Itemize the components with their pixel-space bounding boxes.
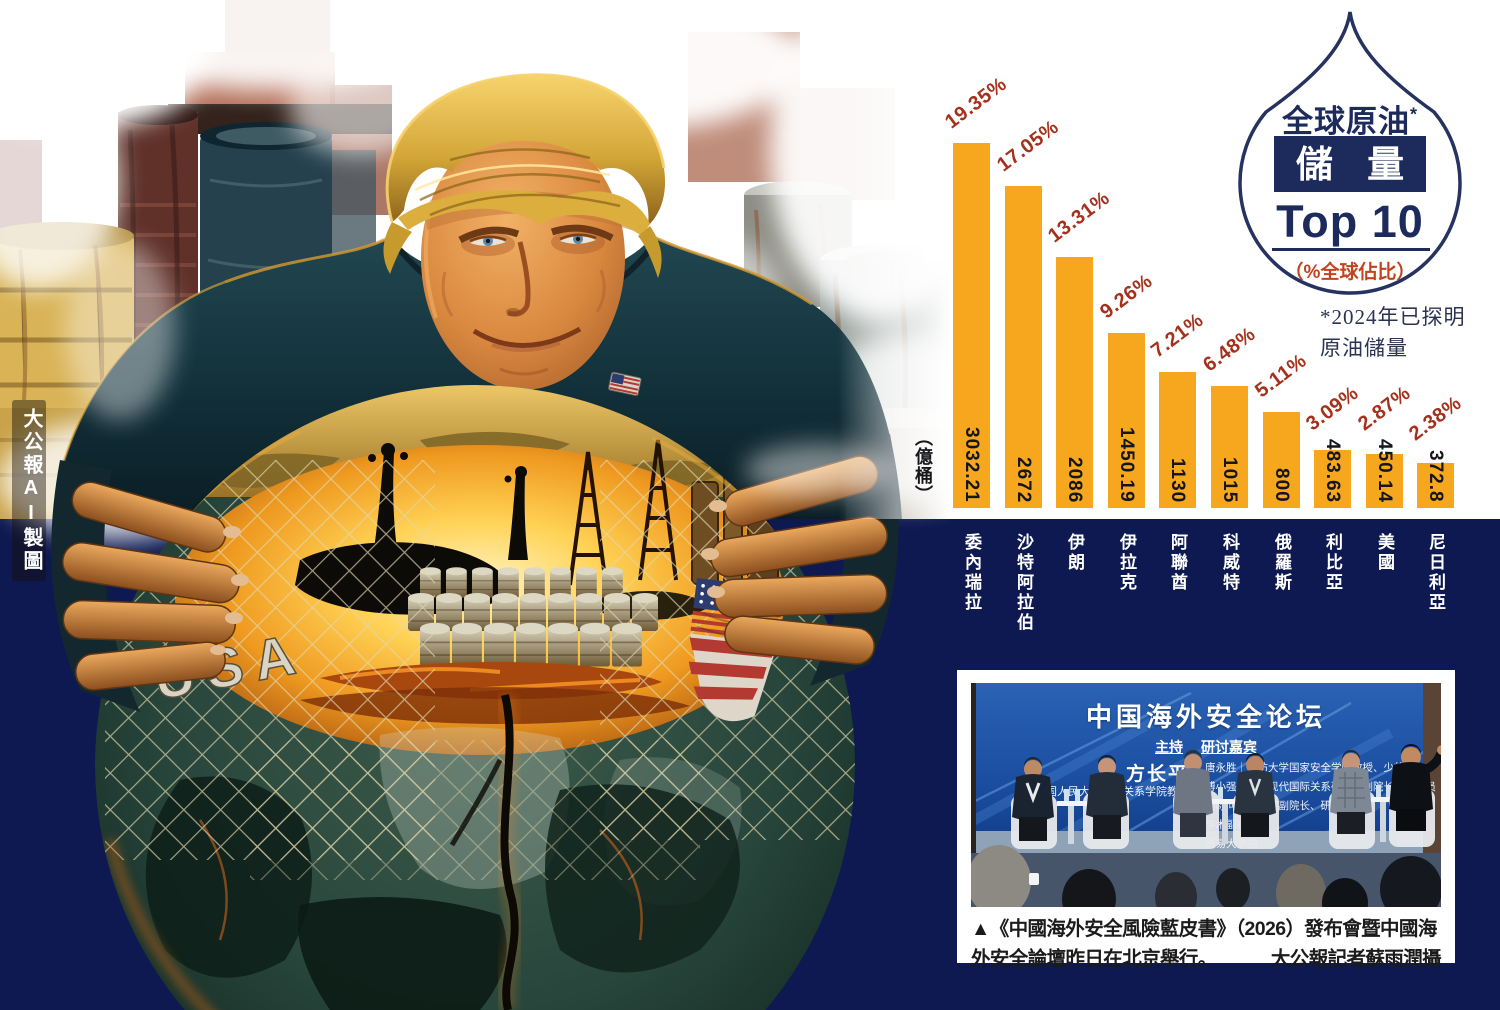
photo-people [971, 744, 1441, 907]
value-label: 1450.19 [1116, 427, 1137, 503]
reserve-bar [1366, 454, 1403, 508]
value-label: 1015 [1219, 456, 1240, 503]
percent-label: 19.35% [941, 72, 1011, 134]
forum-screen-title: 中国海外安全论坛 [1085, 702, 1326, 732]
guests-label: 研讨嘉宾 [1201, 739, 1257, 755]
reserve-bar [1108, 333, 1145, 508]
caption-photographer-credit: 大公報記者蘇雨潤攝 [1270, 948, 1442, 970]
percent-label: 17.05% [993, 115, 1063, 177]
value-label: 372.8 [1425, 450, 1446, 503]
reserve-bar [1056, 257, 1093, 508]
value-label: 800 [1271, 468, 1292, 503]
reserve-bar [953, 143, 990, 508]
reserve-bar [1159, 372, 1196, 508]
value-label: 450.14 [1374, 438, 1395, 503]
country-label: 阿聯酋 [1168, 533, 1187, 593]
value-label: 483.63 [1322, 438, 1343, 503]
badge-top10: Top 10 [1276, 196, 1424, 247]
host-label: 主持 [1155, 739, 1183, 755]
percent-label: 3.09% [1302, 381, 1363, 435]
percent-label: 13.31% [1044, 186, 1114, 248]
badge-divider [1272, 248, 1430, 251]
chart-footnote: *2024年已探明 原油儲量 [1320, 302, 1466, 364]
trump-face [421, 126, 640, 390]
title-badge-droplet: 全球原油* 儲 量 Top 10 （%全球佔比） [1237, 8, 1463, 300]
photo-caption: ▲《中國海外安全風險藍皮書》（2026）發布會暨中國海 外安全論壇昨日在北京舉行… [971, 914, 1442, 974]
reserve-bar [1005, 186, 1042, 508]
value-label: 2672 [1013, 456, 1034, 503]
country-label: 美國 [1375, 533, 1394, 573]
reserve-bar [1211, 386, 1248, 508]
value-label: 3032.21 [961, 427, 982, 503]
reserve-bar [1417, 463, 1454, 508]
country-label: 伊朗 [1065, 533, 1084, 573]
badge-title-main: 全球原油* [1237, 96, 1463, 141]
percent-label: 6.48% [1199, 322, 1260, 377]
country-label: 委內瑞拉 [962, 533, 981, 613]
percent-label: 7.21% [1147, 308, 1208, 363]
footnote-line1: *2024年已探明 [1320, 305, 1466, 329]
country-label: 科威特 [1220, 533, 1239, 593]
left-hand [51, 460, 249, 712]
audience [971, 845, 1441, 907]
reserve-bar [1263, 412, 1300, 508]
footnote-line2: 原油儲量 [1320, 336, 1408, 360]
badge-title-text: 全球原油 [1281, 104, 1410, 139]
trump-figure [56, 73, 902, 519]
percent-label: 9.26% [1096, 269, 1157, 324]
badge-asterisk: * [1409, 104, 1418, 125]
country-label: 伊拉克 [1117, 533, 1136, 593]
country-label: 尼日利亞 [1426, 533, 1445, 613]
reserve-bar [1314, 450, 1351, 508]
caption-line2: 外安全論壇昨日在北京舉行。 大公報記者蘇雨潤攝 [971, 944, 1442, 974]
country-label: 俄羅斯 [1272, 533, 1291, 593]
caption-line2-text: 外安全論壇昨日在北京舉行。 [971, 948, 1217, 970]
trump-globe-illustration: USA [0, 0, 950, 1010]
ai-credit-text: 大公報AI製圖 [20, 408, 42, 573]
country-label: 沙特阿拉伯 [1014, 533, 1033, 633]
caption-line1: ▲《中國海外安全風險藍皮書》（2026）發布會暨中國海 [971, 918, 1437, 940]
flag-pin [608, 371, 642, 396]
percent-label: 5.11% [1251, 349, 1311, 403]
country-label: 利比亞 [1323, 533, 1342, 593]
panelists [1012, 744, 1441, 841]
value-label: 1130 [1167, 457, 1188, 503]
chart-unit-label: （億桶） [913, 428, 933, 504]
ai-credit-strip: 大公報AI製圖 [12, 400, 46, 581]
value-label: 2086 [1064, 456, 1085, 503]
trump-hair [383, 73, 666, 278]
host-name: 方长平 [1126, 764, 1190, 785]
badge-subtitle: （%全球佔比） [1284, 262, 1416, 283]
badge-title-boxed: 儲 量 [1274, 136, 1426, 192]
forum-role-labels: 主持 研讨嘉宾 [1155, 737, 1275, 757]
